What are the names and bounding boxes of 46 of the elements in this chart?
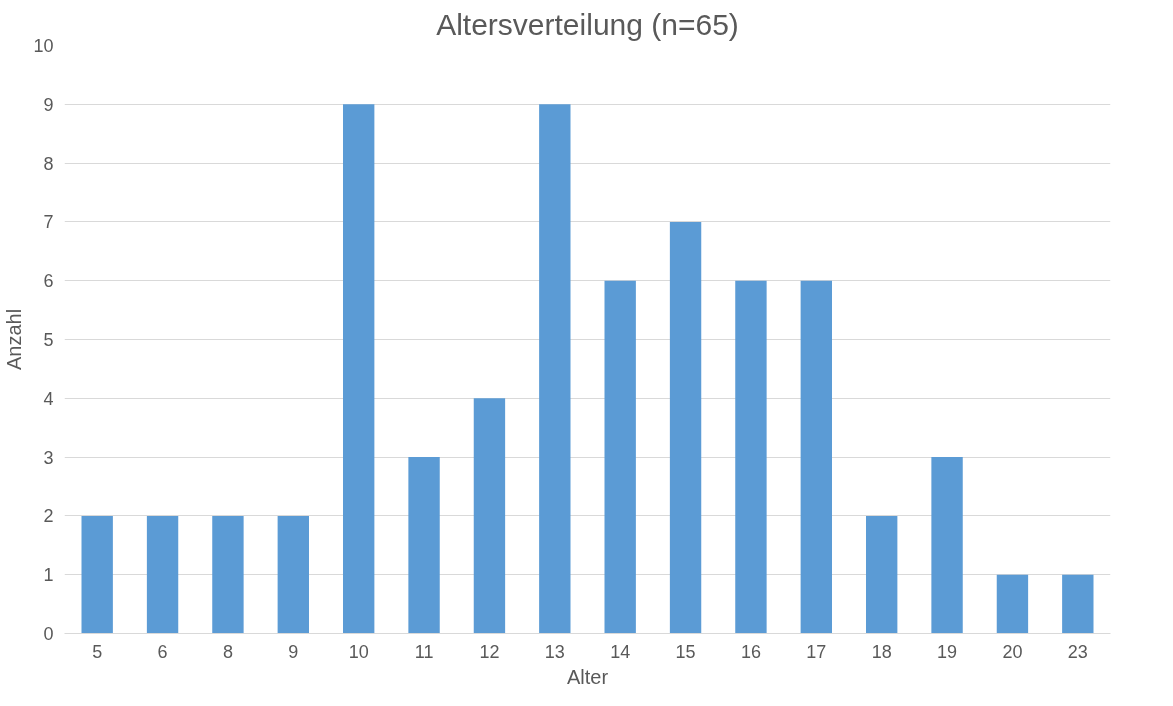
y-axis-title: Anzahl: [3, 308, 26, 371]
x-tick-label: 11: [414, 641, 434, 662]
bar: [604, 280, 636, 634]
y-tick-label: 6: [43, 271, 54, 292]
x-tick-label: 10: [348, 641, 369, 662]
y-tick-label: 10: [33, 36, 54, 56]
bar: [735, 280, 767, 634]
bar: [996, 574, 1029, 634]
bar: [146, 515, 179, 634]
x-tick-label: 14: [610, 641, 631, 662]
x-tick-label: 17: [806, 641, 827, 662]
x-tick-label: 23: [1067, 641, 1088, 662]
bar: [539, 104, 571, 634]
bar: [669, 221, 702, 634]
y-tick-label: 2: [43, 506, 54, 527]
bar: [866, 515, 898, 634]
bar: [212, 515, 244, 634]
y-tick-label: 9: [43, 94, 54, 115]
y-tick-label: 4: [43, 388, 54, 409]
x-axis-title: Alter: [566, 665, 609, 688]
x-tick-label: 20: [1002, 641, 1023, 662]
bar: [473, 398, 506, 634]
bar: [1062, 574, 1094, 634]
y-tick-label: 8: [43, 153, 54, 174]
bar: [277, 515, 309, 634]
chart-title: Altersverteilung (n=65): [436, 7, 739, 41]
bar: [343, 104, 375, 634]
y-tick-label: 7: [43, 212, 54, 233]
y-tick-label: 1: [43, 565, 54, 586]
x-tick-label: 5: [92, 641, 103, 662]
x-tick-label: 9: [288, 641, 299, 662]
bar: [81, 515, 113, 634]
x-tick-label: 6: [157, 641, 168, 662]
x-tick-label: 15: [675, 641, 696, 662]
x-tick-label: 18: [871, 641, 892, 662]
y-tick-label: 3: [43, 447, 54, 468]
x-tick-label: 13: [544, 641, 565, 662]
y-tick-label: 5: [43, 330, 54, 350]
bar: [408, 457, 440, 634]
bar: [931, 457, 963, 634]
x-tick-label: 19: [937, 641, 958, 662]
y-tick-label: 0: [43, 624, 54, 644]
x-tick-label: 12: [479, 641, 500, 662]
x-tick-label: 8: [222, 641, 233, 662]
bar: [800, 280, 832, 634]
x-tick-label: 16: [740, 641, 761, 662]
